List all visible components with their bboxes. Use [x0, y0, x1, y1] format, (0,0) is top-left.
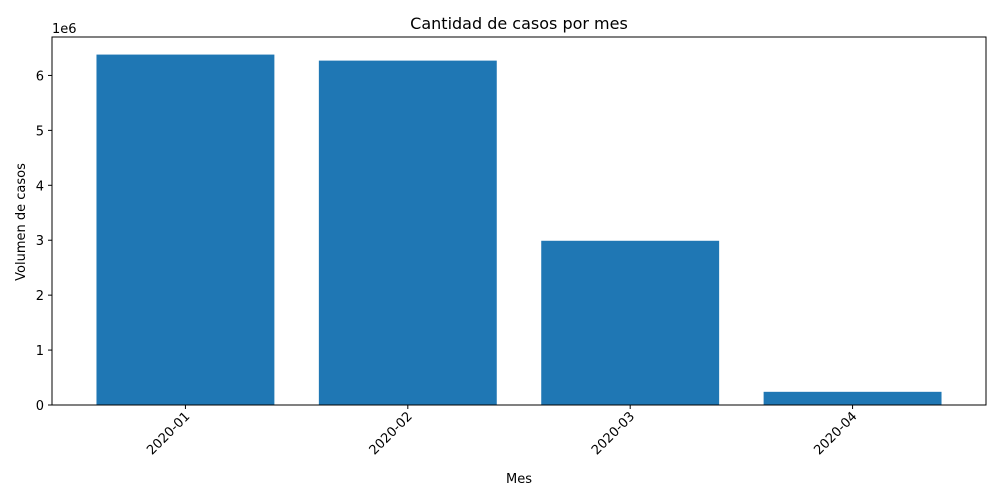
y-tick-label: 2	[36, 289, 44, 304]
bar-2020-02	[318, 60, 497, 405]
x-axis-label: Mes	[506, 472, 532, 487]
bar-2020-01	[96, 54, 275, 406]
x-tick-label: 2020-01	[144, 409, 193, 458]
y-tick-label: 0	[36, 399, 44, 414]
x-tick-label: 2020-03	[589, 409, 638, 458]
y-tick-label: 6	[36, 69, 44, 84]
x-axis-ticks: 2020-01 2020-02 2020-03 2020-04	[144, 405, 860, 458]
bar-2020-03	[541, 240, 720, 405]
bars-group	[96, 54, 942, 406]
x-tick-label: 2020-04	[811, 409, 860, 458]
x-tick-label: 2020-02	[367, 409, 416, 458]
y-tick-label: 4	[36, 179, 44, 194]
y-scale-label: 1e6	[52, 22, 77, 37]
y-tick-label: 1	[36, 344, 44, 359]
bar-2020-04	[763, 391, 942, 405]
y-tick-label: 5	[36, 124, 44, 139]
chart-title: Cantidad de casos por mes	[410, 14, 628, 33]
plot-frame	[51, 36, 987, 406]
y-axis-ticks: 0 1 2 3 4 5 6	[36, 69, 52, 414]
y-tick-label: 3	[36, 234, 44, 249]
y-axis-label: Volumen de casos	[14, 163, 29, 281]
